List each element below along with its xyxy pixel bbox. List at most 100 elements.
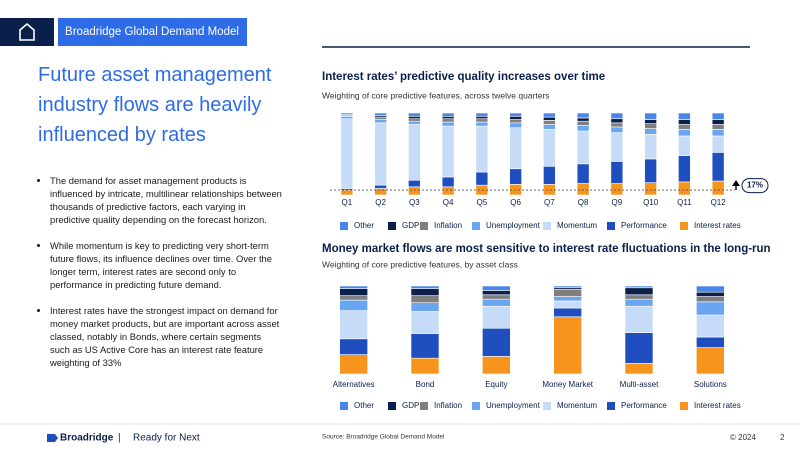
brand-name: Broadridge — [60, 433, 114, 444]
bar-segment — [543, 112, 556, 118]
x-tick-label: Money Market — [542, 380, 593, 389]
bar-segment — [696, 314, 725, 338]
bar-segment — [340, 189, 354, 196]
bar-segment — [408, 115, 421, 120]
bar-segment — [696, 285, 725, 293]
bar-segment — [624, 298, 654, 307]
bar-segment — [696, 301, 725, 316]
bar-segment — [644, 182, 657, 196]
page-number: 2 — [780, 433, 785, 442]
legend-swatch — [388, 222, 396, 230]
bar-segment — [339, 310, 368, 340]
chart-subtitle: Weighting of core predictive features, b… — [322, 259, 518, 269]
bar-segment — [410, 288, 440, 296]
legend-label: Unemployment — [486, 401, 541, 410]
bar-segment — [441, 121, 455, 127]
bar-segment — [475, 115, 489, 120]
footer-source: Source: Broadridge Global Demand Model — [322, 434, 445, 441]
footer-copyright: © 2024 — [730, 433, 756, 442]
bar-segment — [543, 124, 556, 130]
bar-segment — [610, 118, 624, 124]
bar-segment — [678, 112, 691, 120]
chart-subtitle: Weighting of core predictive features, a… — [322, 90, 550, 100]
slide-heading: Future asset management industry flows a… — [38, 64, 272, 146]
legend-swatch — [472, 222, 480, 230]
bar-segment — [475, 112, 489, 117]
bar-segment — [644, 158, 657, 183]
bar-segment — [610, 126, 624, 133]
legend-label: Performance — [621, 401, 667, 410]
x-tick-label: Q3 — [409, 198, 420, 207]
bar-segment — [678, 155, 691, 183]
bar-segment — [374, 122, 387, 186]
bar-segment — [610, 132, 624, 162]
legend-label: Performance — [621, 221, 667, 230]
bar-segment — [553, 316, 582, 375]
x-tick-label: Q2 — [375, 198, 386, 207]
bar-segment — [711, 119, 725, 125]
chart-title: Interest rates’ predictive quality incre… — [322, 71, 605, 83]
x-tick-label: Q1 — [342, 198, 353, 207]
bar-segment — [441, 118, 455, 123]
bar-segment — [624, 294, 654, 300]
bar-segment — [482, 305, 511, 329]
bar-segment — [711, 112, 725, 120]
home-button[interactable] — [0, 18, 54, 46]
bar-segment — [408, 186, 421, 196]
legend-swatch — [607, 402, 615, 410]
bar-segment — [553, 300, 582, 309]
bar-segment — [482, 327, 511, 357]
bar-segment — [475, 118, 489, 123]
bar-segment — [475, 125, 489, 173]
bar-segment — [441, 176, 455, 188]
x-tick-label: Q6 — [510, 198, 521, 207]
bar-segment — [482, 356, 511, 375]
bar-segment — [711, 135, 725, 153]
bar-segment — [576, 183, 590, 196]
bar-segment — [576, 163, 590, 184]
bar-segment — [696, 347, 725, 375]
bar-segment — [553, 289, 582, 297]
bar-segment — [408, 112, 421, 117]
bar-segment — [410, 302, 440, 312]
x-tick-label: Q11 — [677, 198, 692, 207]
bar-segment — [543, 166, 556, 185]
bar-segment — [576, 130, 590, 165]
annotation-box — [741, 178, 769, 194]
bar-segment — [610, 183, 624, 196]
bar-segment — [441, 186, 455, 196]
x-tick-label: Q8 — [578, 198, 589, 207]
legend-label: Inflation — [434, 401, 462, 410]
bar-segment — [543, 116, 556, 121]
bar-segment — [340, 112, 354, 115]
legend-label: Other — [354, 401, 374, 410]
legend-label: Inflation — [434, 221, 462, 230]
bar-segment — [644, 128, 657, 135]
bar-segment — [678, 181, 691, 196]
bar-segment — [509, 168, 522, 185]
bar-segment — [339, 295, 368, 301]
bar-segment — [576, 117, 590, 122]
x-tick-label: Q12 — [711, 198, 727, 207]
home-icon — [19, 22, 35, 41]
legend-label: Momentum — [557, 221, 597, 230]
footer-separator: | — [118, 433, 121, 444]
bar-segment — [543, 129, 556, 167]
legend-swatch — [680, 402, 688, 410]
bar-segment — [696, 296, 725, 303]
bar-segment — [374, 184, 387, 189]
bar-segment — [509, 115, 522, 120]
bar-segment — [711, 152, 725, 182]
legend-swatch — [388, 402, 396, 410]
x-tick-label: Multi-asset — [620, 380, 659, 389]
x-tick-label: Q5 — [477, 198, 488, 207]
bar-segment — [553, 296, 582, 302]
legend-swatch — [340, 222, 348, 230]
x-tick-label: Alternatives — [333, 380, 375, 389]
bar-segment — [410, 357, 440, 375]
legend-label: GDP — [402, 221, 419, 230]
chart-title: Money market flows are most sensitive to… — [322, 243, 771, 255]
bar-segment — [678, 129, 691, 137]
